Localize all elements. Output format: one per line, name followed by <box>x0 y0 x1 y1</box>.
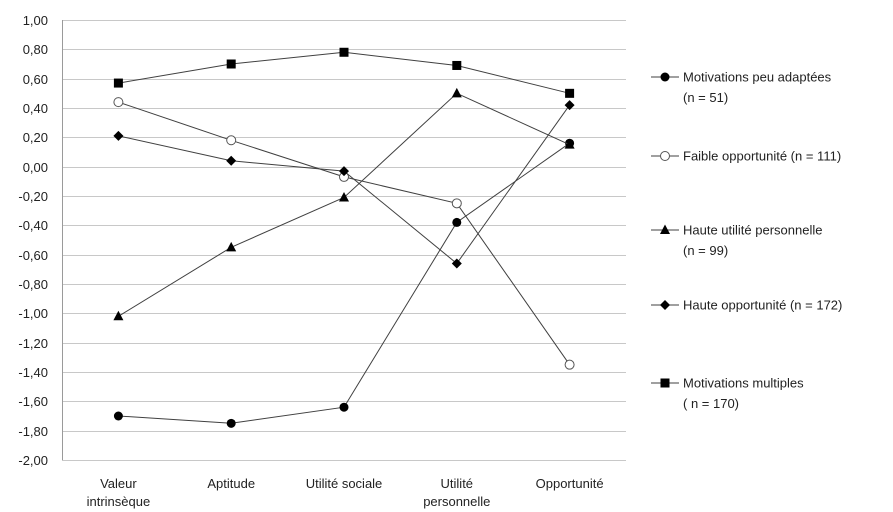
series-3 <box>113 87 575 321</box>
y-tick-label: -0,40 <box>18 218 48 233</box>
data-point <box>452 217 462 227</box>
x-category-label: Utilité <box>441 476 474 491</box>
legend-n-label: (n = 51) <box>683 90 728 105</box>
y-tick-label: 0,80 <box>23 42 48 57</box>
data-point <box>226 59 236 69</box>
legend-label: Motivations multiples <box>683 376 804 391</box>
data-point <box>113 411 123 421</box>
y-tick-label: 1,00 <box>23 13 48 28</box>
data-point <box>339 402 349 412</box>
y-tick-label: -2,00 <box>18 453 48 468</box>
data-point <box>565 88 575 98</box>
legend-marker <box>660 151 670 161</box>
series-line <box>118 142 570 424</box>
x-category-label: intrinsèque <box>87 494 151 509</box>
series-line <box>118 104 571 265</box>
legend-n-label: ( n = 170) <box>683 396 739 411</box>
data-point <box>113 78 123 88</box>
legend-label: Faible opportunité (n = 111) <box>683 149 841 164</box>
series-line <box>118 51 570 94</box>
legend-marker <box>660 300 670 310</box>
y-tick-label: 0,40 <box>23 101 48 116</box>
y-tick-label: 0,20 <box>23 130 48 145</box>
legend-item-5: Motivations multiples ( n = 170) <box>651 376 804 411</box>
y-tick-label: -0,80 <box>18 277 48 292</box>
x-category-label: Utilité sociale <box>306 476 383 491</box>
y-tick-label: -0,60 <box>18 248 48 263</box>
x-category-label: Aptitude <box>207 476 255 491</box>
data-point <box>113 310 124 321</box>
legend-item-1: Motivations peu adaptées (n = 51) <box>651 70 832 105</box>
legend: Motivations peu adaptées (n = 51) Faible o… <box>651 70 842 411</box>
data-point <box>452 60 462 70</box>
y-tick-label: -1,40 <box>18 365 48 380</box>
series-5 <box>113 47 575 98</box>
legend-marker <box>660 72 670 82</box>
data-point <box>339 166 349 177</box>
legend-label: Haute opportunité (n = 172) <box>683 298 842 313</box>
x-category-label: personnelle <box>423 494 490 509</box>
series-2 <box>113 97 575 370</box>
y-tick-label: -0,20 <box>18 189 48 204</box>
legend-marker <box>660 224 670 234</box>
data-point <box>226 241 237 252</box>
data-point <box>113 97 124 108</box>
data-point <box>226 135 237 146</box>
y-axis-tick-labels: 1,00 0,80 0,60 0,40 0,20 0,00 -0,20 -0,40 -0,60 -… <box>18 13 48 468</box>
legend-item-3: Haute utilité personnelle (n = 99) <box>651 223 822 258</box>
series-4 <box>113 100 575 269</box>
legend-label: Motivations peu adaptées <box>683 70 832 85</box>
data-point <box>564 100 575 111</box>
data-point <box>339 47 349 57</box>
data-point <box>226 155 237 166</box>
legend-marker <box>660 378 670 388</box>
x-category-label: Opportunité <box>536 476 604 491</box>
series-line <box>118 92 570 317</box>
y-tick-label: -1,60 <box>18 394 48 409</box>
series-line <box>118 101 571 365</box>
data-point <box>564 359 575 370</box>
legend-item-2: Faible opportunité (n = 111) <box>651 149 841 164</box>
y-tick-label: -1,20 <box>18 336 48 351</box>
data-point <box>339 191 349 202</box>
series-layer <box>113 47 575 428</box>
legend-label: Haute utilité personnelle <box>683 223 822 238</box>
data-point <box>564 139 575 149</box>
data-point <box>226 418 236 428</box>
y-tick-label: -1,80 <box>18 424 48 439</box>
data-point <box>451 258 462 269</box>
y-tick-label: 0,00 <box>23 160 48 175</box>
legend-n-label: (n = 99) <box>683 243 728 258</box>
y-tick-label: 0,60 <box>23 72 48 87</box>
data-point <box>451 198 462 209</box>
y-tick-label: -1,00 <box>18 306 48 321</box>
series-1 <box>113 138 575 428</box>
data-point <box>451 87 462 98</box>
data-point <box>113 130 124 141</box>
x-category-label: Valeur <box>100 476 137 491</box>
legend-item-4: Haute opportunité (n = 172) <box>651 298 842 313</box>
x-axis-category-labels: Valeur intrinsèque Aptitude Utilité sociale… <box>87 476 604 509</box>
